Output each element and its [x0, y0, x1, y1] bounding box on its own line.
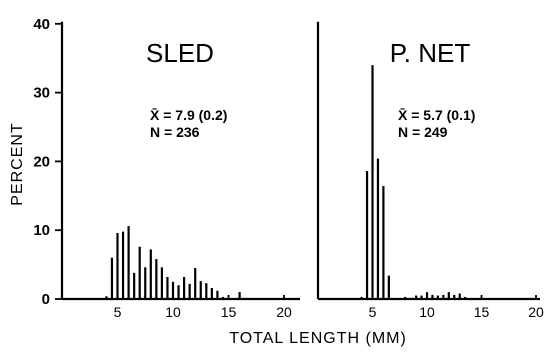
x-tick-label: 10	[419, 304, 435, 320]
y-tick-label: 10	[33, 222, 50, 239]
mean-label: X̄ = 7.9 (0.2)	[150, 106, 227, 123]
panels: 5 10 15 20 SLED X̄ = 7.9 (0.2)N = 236 5 10 15 20 P…	[60, 21, 544, 320]
x-tick-label: 10	[165, 304, 181, 320]
n-label: N = 236	[150, 124, 200, 140]
panel-title: P. NET	[390, 38, 471, 68]
x-tick-label: 15	[474, 304, 490, 320]
y-tick-label: 40	[33, 16, 50, 33]
mean-label: X̄ = 5.7 (0.1)	[398, 106, 475, 123]
x-tick-label: 5	[369, 304, 377, 320]
panel-p-net: 5 10 15 20 P. NET X̄ = 5.7 (0.1)N = 249	[316, 21, 544, 320]
x-tick-label: 15	[221, 304, 237, 320]
y-tick-label: 20	[33, 153, 50, 170]
y-tick-label: 30	[33, 85, 50, 102]
y-axis-title: PERCENT	[9, 122, 26, 205]
y-axis: 0 10 20 30 40	[33, 16, 62, 308]
x-tick-label: 20	[528, 304, 544, 320]
n-label: N = 249	[398, 124, 448, 140]
panel-title: SLED	[146, 38, 214, 68]
panel-sled: 5 10 15 20 SLED X̄ = 7.9 (0.2)N = 236	[60, 21, 300, 320]
x-tick-label: 5	[114, 304, 122, 320]
y-tick-label: 0	[42, 291, 50, 308]
x-axis-title: TOTAL LENGTH (MM)	[229, 330, 407, 347]
x-tick-label: 20	[276, 304, 292, 320]
